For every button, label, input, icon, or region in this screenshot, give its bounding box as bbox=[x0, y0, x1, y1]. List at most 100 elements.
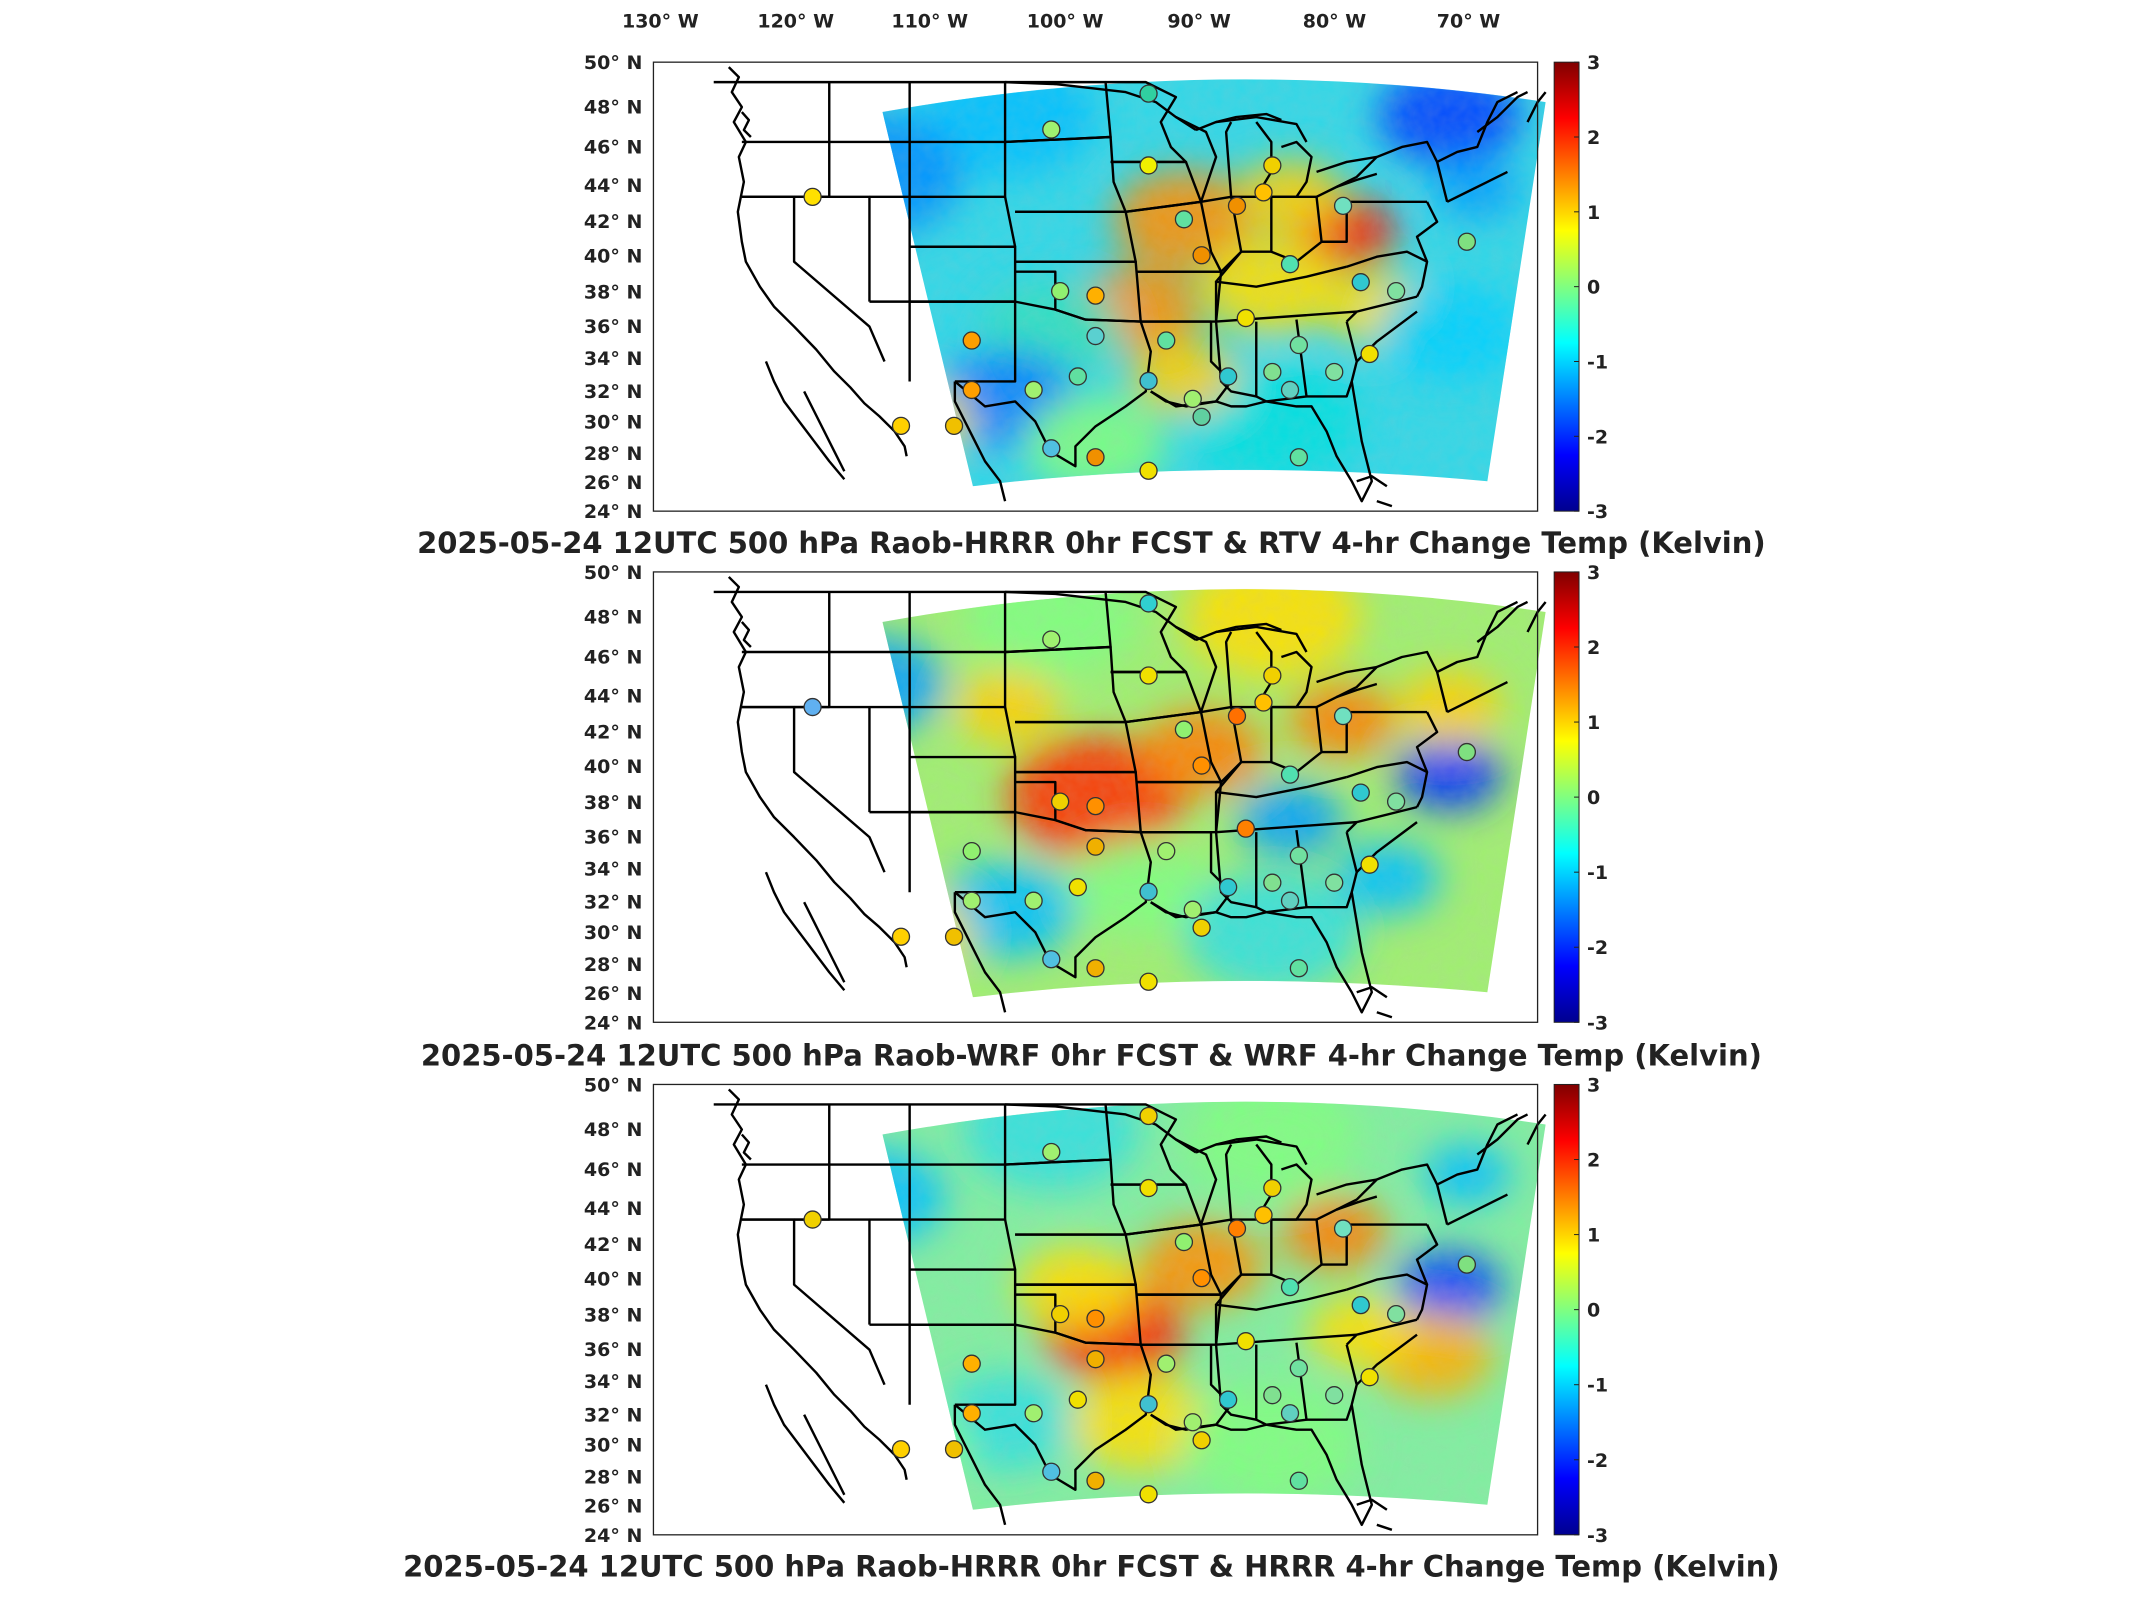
raob-station-marker bbox=[1192, 407, 1211, 427]
raob-station-marker bbox=[1351, 1295, 1370, 1315]
colorbar-tick-label: 3 bbox=[1587, 52, 1600, 74]
lon-label: 80° W bbox=[1303, 11, 1367, 33]
raob-station-marker bbox=[1280, 1404, 1300, 1423]
raob-station-marker bbox=[1139, 1485, 1158, 1504]
raob-station-marker bbox=[1289, 846, 1309, 865]
lat-label: 36° N bbox=[584, 316, 642, 338]
raob-station-marker bbox=[1289, 1359, 1309, 1378]
raob-station-marker bbox=[1024, 1404, 1043, 1423]
colorbar-tick-label: 1 bbox=[1587, 202, 1600, 224]
lat-label: 50° N bbox=[584, 1074, 642, 1096]
lat-label: 24° N bbox=[584, 501, 642, 523]
map-panel: 50° N 48° N 46° N 44° N 42° N 40° N 38° N 36° N… bbox=[421, 562, 1762, 1073]
raob-station-marker bbox=[1457, 232, 1477, 251]
raob-station-marker bbox=[1386, 1304, 1406, 1324]
colorbar-tick-label: 2 bbox=[1587, 127, 1600, 149]
raob-station-marker bbox=[1280, 1277, 1300, 1297]
raob-station-marker bbox=[1236, 1332, 1255, 1351]
colorbar-tick-label: 2 bbox=[1587, 1150, 1600, 1172]
raob-station-marker bbox=[1360, 855, 1379, 874]
raob-station-marker bbox=[1086, 326, 1105, 346]
raob-station-marker bbox=[1086, 796, 1105, 816]
raob-station-marker bbox=[1086, 959, 1105, 978]
lon-label: 120° W bbox=[757, 11, 834, 33]
lon-label: 130° W bbox=[622, 11, 699, 33]
lat-label: 24° N bbox=[584, 1525, 642, 1547]
raob-station-marker bbox=[1139, 972, 1158, 991]
colorbar-tick-label: -3 bbox=[1587, 501, 1608, 523]
raob-station-marker bbox=[1280, 380, 1300, 400]
raob-station-marker bbox=[1236, 308, 1255, 328]
raob-station-marker bbox=[1086, 1471, 1105, 1490]
lon-label: 70° W bbox=[1437, 11, 1501, 33]
map-frame bbox=[652, 571, 1539, 1023]
raob-station-marker bbox=[1192, 756, 1211, 775]
raob-station-marker bbox=[803, 697, 822, 717]
lat-label: 26° N bbox=[584, 983, 642, 1005]
raob-station-marker bbox=[1457, 1255, 1477, 1274]
raob-station-marker bbox=[1280, 255, 1300, 274]
raob-station-marker bbox=[803, 187, 822, 207]
raob-station-marker bbox=[1139, 1395, 1158, 1414]
lat-label: 34° N bbox=[584, 858, 642, 880]
map-panel: 50° N 48° N 46° N 44° N 42° N 40° N 38° N 36° N… bbox=[417, 52, 1766, 560]
lat-label: 40° N bbox=[584, 1268, 642, 1290]
map-frame bbox=[652, 61, 1539, 512]
lat-label: 26° N bbox=[584, 1496, 642, 1518]
lat-label: 34° N bbox=[584, 1371, 642, 1393]
raob-station-marker bbox=[1068, 1390, 1087, 1409]
raob-station-marker bbox=[1386, 281, 1406, 301]
raob-station-marker bbox=[1236, 819, 1255, 838]
raob-station-marker bbox=[1086, 837, 1105, 856]
colorbar-tick-label: -2 bbox=[1587, 426, 1608, 448]
colorbar-tick-label: 1 bbox=[1587, 712, 1600, 734]
lat-label: 34° N bbox=[584, 348, 642, 370]
raob-station-marker bbox=[1280, 891, 1300, 910]
raob-station-marker bbox=[1325, 362, 1344, 382]
raob-station-marker bbox=[1192, 1431, 1211, 1450]
raob-station-marker bbox=[962, 1354, 981, 1373]
lat-label: 50° N bbox=[584, 52, 642, 74]
raob-station-marker bbox=[1192, 246, 1211, 265]
lat-label: 36° N bbox=[584, 827, 642, 849]
raob-station-marker bbox=[1280, 765, 1300, 784]
raob-station-marker bbox=[1360, 1368, 1379, 1387]
lat-label: 48° N bbox=[584, 606, 642, 628]
raob-station-marker bbox=[1263, 873, 1282, 892]
lat-label: 44° N bbox=[584, 1198, 642, 1220]
raob-station-marker bbox=[1139, 84, 1158, 103]
raob-station-marker bbox=[1042, 120, 1061, 139]
raob-station-marker bbox=[1139, 882, 1158, 901]
lon-label: 100° W bbox=[1027, 11, 1104, 33]
raob-station-marker bbox=[1333, 1219, 1353, 1238]
panel-title: 2025-05-24 12UTC 500 hPa Raob-HRRR 0hr F… bbox=[403, 1550, 1780, 1584]
raob-station-marker bbox=[1086, 448, 1105, 467]
lat-label: 28° N bbox=[584, 443, 642, 465]
map-panel: 50° N 48° N 46° N 44° N 42° N 40° N 38° N 36° N… bbox=[403, 1074, 1780, 1584]
raob-station-marker bbox=[891, 1440, 911, 1459]
raob-station-marker bbox=[1174, 210, 1194, 229]
raob-station-marker bbox=[1227, 706, 1247, 726]
lat-label: 40° N bbox=[584, 756, 642, 778]
raob-station-marker bbox=[1157, 1354, 1176, 1373]
colorbar-tick-label: 3 bbox=[1587, 562, 1600, 584]
raob-station-marker bbox=[962, 891, 981, 910]
raob-station-marker bbox=[1157, 842, 1176, 861]
lon-label: 90° W bbox=[1167, 11, 1231, 33]
colorbar-tick-label: 1 bbox=[1587, 1225, 1600, 1247]
raob-station-marker bbox=[1289, 959, 1309, 978]
raob-station-marker bbox=[1086, 286, 1105, 305]
raob-station-marker bbox=[1068, 878, 1087, 897]
raob-station-marker bbox=[1139, 461, 1158, 480]
lat-label: 48° N bbox=[584, 96, 642, 118]
raob-station-marker bbox=[891, 416, 911, 435]
raob-station-marker bbox=[1333, 196, 1353, 215]
lat-label: 32° N bbox=[584, 1404, 642, 1426]
raob-station-marker bbox=[1289, 448, 1309, 467]
lat-label: 46° N bbox=[584, 1159, 642, 1181]
raob-station-marker bbox=[1227, 196, 1247, 215]
lon-label: 110° W bbox=[891, 11, 968, 33]
raob-station-marker bbox=[1086, 1350, 1105, 1369]
lat-label: 48° N bbox=[584, 1119, 642, 1141]
colorbar-tick-label: -2 bbox=[1587, 1450, 1608, 1472]
